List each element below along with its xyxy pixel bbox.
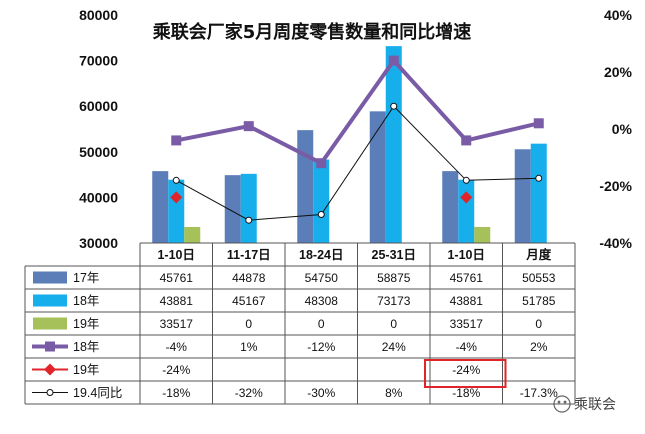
line-point xyxy=(317,211,325,218)
data-label: 33517 xyxy=(450,317,484,331)
data-label: 44878 xyxy=(232,271,266,285)
line-point xyxy=(388,55,399,66)
y-left-tick-label: 60000 xyxy=(79,98,118,114)
data-label: -30% xyxy=(307,386,335,400)
line-point xyxy=(535,174,543,182)
legend-swatch xyxy=(33,271,67,284)
data-label: 8% xyxy=(385,386,403,400)
watermark-text: 乘联会 xyxy=(574,396,616,412)
legend-label: 19年 xyxy=(73,363,99,377)
data-label: 1% xyxy=(240,340,258,354)
data-label: 43881 xyxy=(160,294,194,308)
data-label: 0 xyxy=(390,317,397,331)
line-point xyxy=(243,121,254,132)
bar xyxy=(297,130,314,243)
line-point xyxy=(45,341,55,352)
line-point xyxy=(533,118,544,129)
highlight-box xyxy=(424,359,507,388)
bar xyxy=(168,179,185,243)
x-tick-label: 1-10日 xyxy=(447,248,485,262)
data-label: -24% xyxy=(162,363,190,377)
data-label: 0 xyxy=(318,317,325,331)
line-point xyxy=(44,363,56,376)
data-label: -17.3% xyxy=(520,386,558,400)
legend-label: 18年 xyxy=(73,294,99,308)
data-label: 50553 xyxy=(522,271,556,285)
chart-title: 乘联会厂家5月周度零售数量和同比增速 xyxy=(152,21,472,43)
x-tick-label: 月度 xyxy=(525,247,552,262)
y-left-tick-label: 50000 xyxy=(79,144,118,160)
data-label: 45761 xyxy=(450,271,484,285)
line-point xyxy=(245,216,253,224)
legend-swatch xyxy=(33,317,67,330)
data-label: -24% xyxy=(452,363,480,377)
y-left-tick-label: 70000 xyxy=(79,53,118,69)
line-point xyxy=(172,176,180,184)
watermark-icon-dot xyxy=(557,400,561,404)
data-label: 43881 xyxy=(450,294,484,308)
y-left-tick-label: 80000 xyxy=(79,7,118,23)
bar xyxy=(240,173,257,243)
data-label: -32% xyxy=(235,386,263,400)
data-label: 45761 xyxy=(160,271,194,285)
line-point xyxy=(171,135,182,146)
y-right-tick-label: 20% xyxy=(604,64,633,80)
data-label: 54750 xyxy=(305,271,339,285)
data-label: -12% xyxy=(307,340,335,354)
data-label: -4% xyxy=(166,340,188,354)
legend-label: 19年 xyxy=(73,317,99,331)
bar xyxy=(224,175,241,243)
bar xyxy=(385,46,402,243)
line-point xyxy=(170,191,183,204)
x-tick-label: 18-24日 xyxy=(299,248,343,262)
line-point xyxy=(390,102,398,110)
bar xyxy=(458,179,475,243)
legend-swatch xyxy=(33,294,67,307)
line-point xyxy=(460,191,473,204)
data-label: 0 xyxy=(535,317,542,331)
line-point xyxy=(462,176,470,184)
data-label: 73173 xyxy=(377,294,411,308)
line-point xyxy=(46,389,54,396)
line-point xyxy=(461,135,472,146)
y-left-tick-label: 30000 xyxy=(79,235,118,251)
bar xyxy=(369,111,386,243)
bar xyxy=(530,143,547,243)
series-line xyxy=(176,105,539,221)
legend-label: 17年 xyxy=(73,271,99,285)
y-right-tick-label: -40% xyxy=(599,235,632,251)
data-label: -18% xyxy=(162,386,190,400)
y-right-tick-label: 0% xyxy=(612,121,633,137)
bar xyxy=(474,226,491,243)
data-label: -18% xyxy=(452,386,480,400)
data-label: 45167 xyxy=(232,294,266,308)
y-right-tick-label: -20% xyxy=(599,178,632,194)
data-label: 51785 xyxy=(522,294,556,308)
bar xyxy=(152,171,169,243)
data-label: 48308 xyxy=(305,294,339,308)
data-label: -4% xyxy=(456,340,478,354)
bar xyxy=(442,171,459,243)
line-point xyxy=(316,158,327,169)
data-label: 24% xyxy=(382,340,406,354)
y-right-tick-label: 40% xyxy=(604,7,633,23)
watermark-icon-dot xyxy=(563,400,567,404)
x-tick-label: 11-17日 xyxy=(227,248,271,262)
x-tick-label: 1-10日 xyxy=(157,248,195,262)
bar xyxy=(313,159,330,243)
data-label: 2% xyxy=(530,340,548,354)
legend-label: 19.4同比 xyxy=(73,386,122,400)
data-label: 33517 xyxy=(160,317,194,331)
legend-label: 18年 xyxy=(73,340,99,354)
bar xyxy=(184,226,201,243)
bar xyxy=(514,149,531,243)
series-line xyxy=(175,57,540,166)
y-left-tick-label: 40000 xyxy=(79,189,118,205)
x-tick-label: 25-31日 xyxy=(372,248,416,262)
data-label: 58875 xyxy=(377,271,411,285)
data-label: 0 xyxy=(245,317,252,331)
